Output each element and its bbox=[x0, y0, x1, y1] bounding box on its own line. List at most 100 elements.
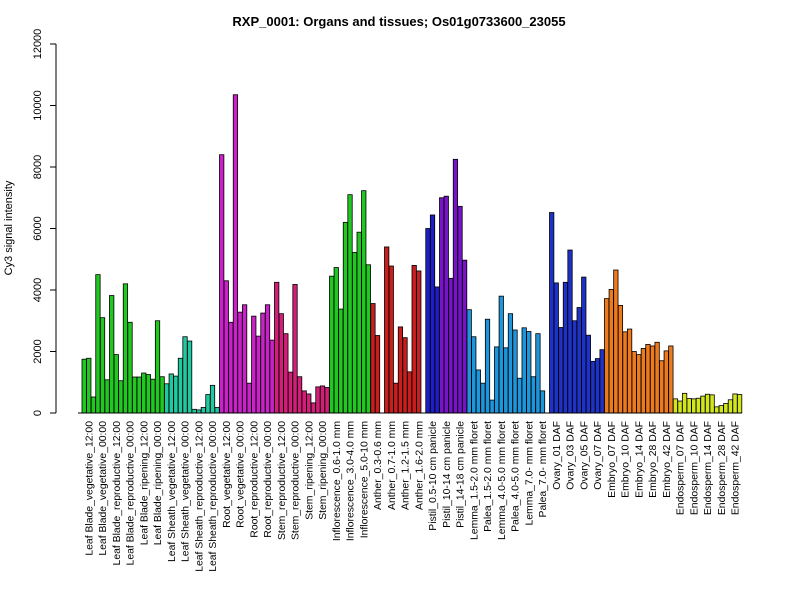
bar bbox=[388, 265, 394, 414]
bar bbox=[562, 281, 569, 414]
bar bbox=[594, 358, 601, 414]
x-tick-label: Embryo_42 DAF bbox=[662, 421, 673, 498]
bar bbox=[636, 354, 642, 414]
bar bbox=[209, 384, 216, 414]
chart-title: RXP_0001: Organs and tissues; Os01g07336… bbox=[232, 14, 565, 29]
bar bbox=[411, 264, 417, 414]
bar bbox=[672, 398, 679, 414]
bar bbox=[219, 154, 225, 414]
x-tick-label: Leaf Sheath_reproductive_12:00 bbox=[194, 421, 205, 572]
x-tick-label: Inflorescence_0.6-1.0 mm bbox=[332, 421, 343, 541]
x-tick-label: Stem_reproductive_00:00 bbox=[291, 421, 302, 540]
bar bbox=[246, 382, 252, 414]
bar bbox=[663, 350, 669, 414]
x-tick-label: Leaf Blade_reproductive_12:00 bbox=[112, 421, 123, 566]
bar bbox=[549, 212, 555, 414]
bar bbox=[287, 371, 294, 414]
bar bbox=[498, 295, 504, 414]
bar bbox=[283, 333, 289, 414]
bar bbox=[631, 351, 637, 414]
bar bbox=[113, 354, 119, 414]
bar bbox=[732, 393, 738, 414]
bar bbox=[255, 335, 261, 414]
bar bbox=[141, 372, 147, 414]
x-tick-label: Anther_1.2-1.5 mm bbox=[401, 421, 412, 510]
bar bbox=[576, 307, 582, 414]
x-tick-label: Pistil_14-18 cm panicle bbox=[456, 421, 467, 528]
x-tick-label: Palea_7.0- mm floret bbox=[538, 421, 549, 518]
x-tick-label: Stem_ripening_00:00 bbox=[318, 421, 329, 520]
y-tick-label: 8000 bbox=[32, 155, 44, 179]
x-tick-label: Stem_reproductive_12:00 bbox=[277, 421, 288, 540]
bar bbox=[429, 214, 436, 414]
bar bbox=[319, 385, 326, 414]
x-tick-label: Palea_1.5-2.0 mm floret bbox=[483, 421, 494, 532]
bar bbox=[95, 274, 101, 414]
bar bbox=[278, 313, 284, 414]
bar bbox=[553, 282, 559, 414]
bar bbox=[434, 286, 440, 414]
x-tick-label: Leaf Blade_ripening_12:00 bbox=[139, 421, 150, 545]
bar bbox=[86, 357, 92, 414]
bar bbox=[704, 393, 711, 414]
bar bbox=[604, 298, 610, 414]
bar bbox=[668, 345, 674, 414]
bar bbox=[384, 246, 390, 414]
x-tick-label: Pistil_0.5-10 cm panicle bbox=[428, 421, 439, 531]
bar bbox=[535, 333, 541, 414]
bar bbox=[539, 390, 546, 414]
bar bbox=[613, 269, 619, 414]
bar bbox=[168, 373, 174, 414]
x-tick-label: Endosperm_07 DAF bbox=[676, 421, 687, 515]
bar bbox=[507, 313, 514, 414]
x-tick-label: Ovary_01 DAF bbox=[552, 421, 563, 490]
bar bbox=[558, 327, 564, 414]
bar bbox=[654, 341, 660, 414]
x-tick-label: Leaf Blade_vegetative_12:00 bbox=[84, 421, 95, 556]
x-tick-label: Inflorescence_3.0-4.0 mm bbox=[346, 421, 357, 541]
y-tick-label: 2000 bbox=[32, 339, 44, 363]
x-tick-label: Root_vegetative_00:00 bbox=[236, 421, 247, 528]
bar bbox=[503, 347, 509, 414]
bar bbox=[150, 378, 156, 414]
x-tick-label: Leaf Sheath_vegetative_00:00 bbox=[181, 421, 192, 562]
x-tick-label: Leaf Sheath_vegetative_12:00 bbox=[167, 421, 178, 562]
x-tick-label: Ovary_07 DAF bbox=[593, 421, 604, 490]
bar bbox=[452, 158, 459, 414]
bar bbox=[251, 315, 257, 414]
x-tick-label: Anther_1.6-2.0 mm bbox=[414, 421, 425, 510]
bar bbox=[338, 308, 344, 414]
bar bbox=[342, 221, 349, 414]
bar bbox=[81, 358, 87, 414]
bar bbox=[306, 393, 312, 414]
bar bbox=[136, 376, 142, 414]
bar bbox=[425, 228, 431, 414]
bar bbox=[723, 403, 729, 414]
bar bbox=[297, 376, 303, 414]
bar bbox=[645, 344, 651, 414]
bar bbox=[127, 321, 133, 414]
x-tick-label: Palea_4.0-5.0 mm floret bbox=[511, 421, 522, 532]
bar bbox=[599, 349, 605, 414]
bar bbox=[617, 304, 624, 414]
bar bbox=[301, 390, 307, 414]
bar bbox=[484, 318, 491, 414]
bar bbox=[173, 375, 179, 414]
y-tick-label: 12000 bbox=[32, 29, 44, 60]
bar bbox=[407, 371, 413, 414]
bar bbox=[448, 277, 454, 414]
bar bbox=[512, 329, 518, 414]
bar bbox=[324, 387, 330, 414]
bar bbox=[352, 252, 358, 414]
x-tick-label: Anther_0.7-1.0 mm bbox=[387, 421, 398, 510]
bar bbox=[627, 328, 633, 414]
bar bbox=[191, 408, 197, 414]
bar bbox=[521, 327, 527, 414]
bar bbox=[691, 398, 697, 414]
x-tick-label: Leaf Blade_vegetative_00:00 bbox=[98, 421, 109, 556]
x-tick-label: Anther_0.3-0.6 mm bbox=[373, 421, 384, 510]
bar bbox=[122, 283, 129, 414]
bar bbox=[530, 376, 536, 414]
x-tick-label: Leaf Blade_reproductive_00:00 bbox=[126, 421, 137, 566]
bar bbox=[223, 280, 229, 414]
